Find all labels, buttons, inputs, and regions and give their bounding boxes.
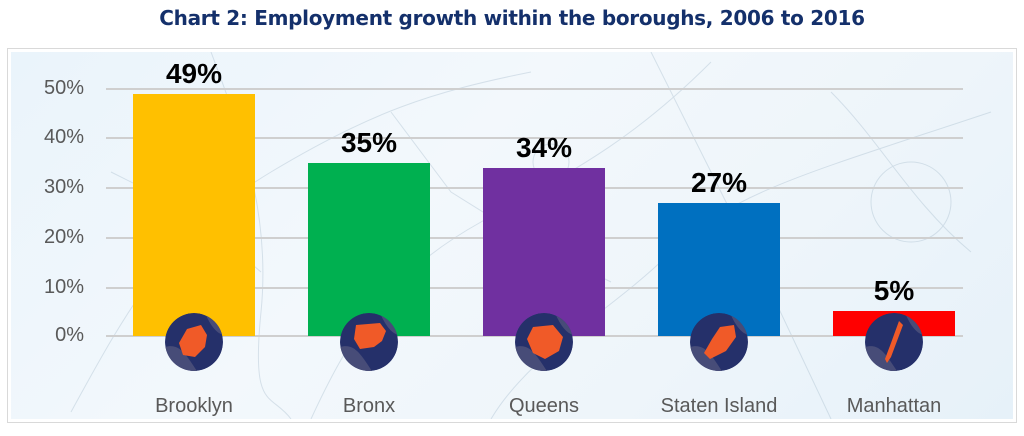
y-tick-label: 50% (43, 77, 84, 99)
staten-island-map-icon (690, 313, 748, 371)
y-tick-label: 30% (43, 176, 84, 198)
bar-bronx (308, 163, 430, 336)
bar-queens (483, 168, 605, 336)
data-label: 27% (690, 166, 748, 198)
manhattan-map-icon (865, 313, 923, 371)
bar-brooklyn (133, 93, 255, 336)
brooklyn-map-icon (165, 313, 223, 371)
y-tick-label: 0% (55, 324, 84, 346)
y-tick-label: 20% (43, 226, 84, 248)
y-tick-label: 40% (43, 126, 84, 148)
y-tick-label: 10% (43, 276, 84, 298)
data-label: 5% (873, 275, 915, 307)
data-label: 34% (515, 132, 573, 164)
gridline-50 (106, 88, 963, 90)
queens-map-icon (515, 313, 573, 371)
bronx-map-icon (340, 313, 398, 371)
data-label: 49% (165, 57, 223, 89)
gridline-40 (106, 137, 963, 139)
data-label: 35% (340, 127, 398, 159)
x-axis-label: Queens (508, 395, 580, 417)
x-axis-label: Bronx (342, 395, 396, 417)
x-axis-label: Brooklyn (155, 395, 233, 417)
x-axis-label: Manhattan (846, 395, 942, 417)
x-axis-label: Staten Island (660, 395, 778, 417)
chart-title: Chart 2: Employment growth within the bo… (159, 6, 865, 30)
